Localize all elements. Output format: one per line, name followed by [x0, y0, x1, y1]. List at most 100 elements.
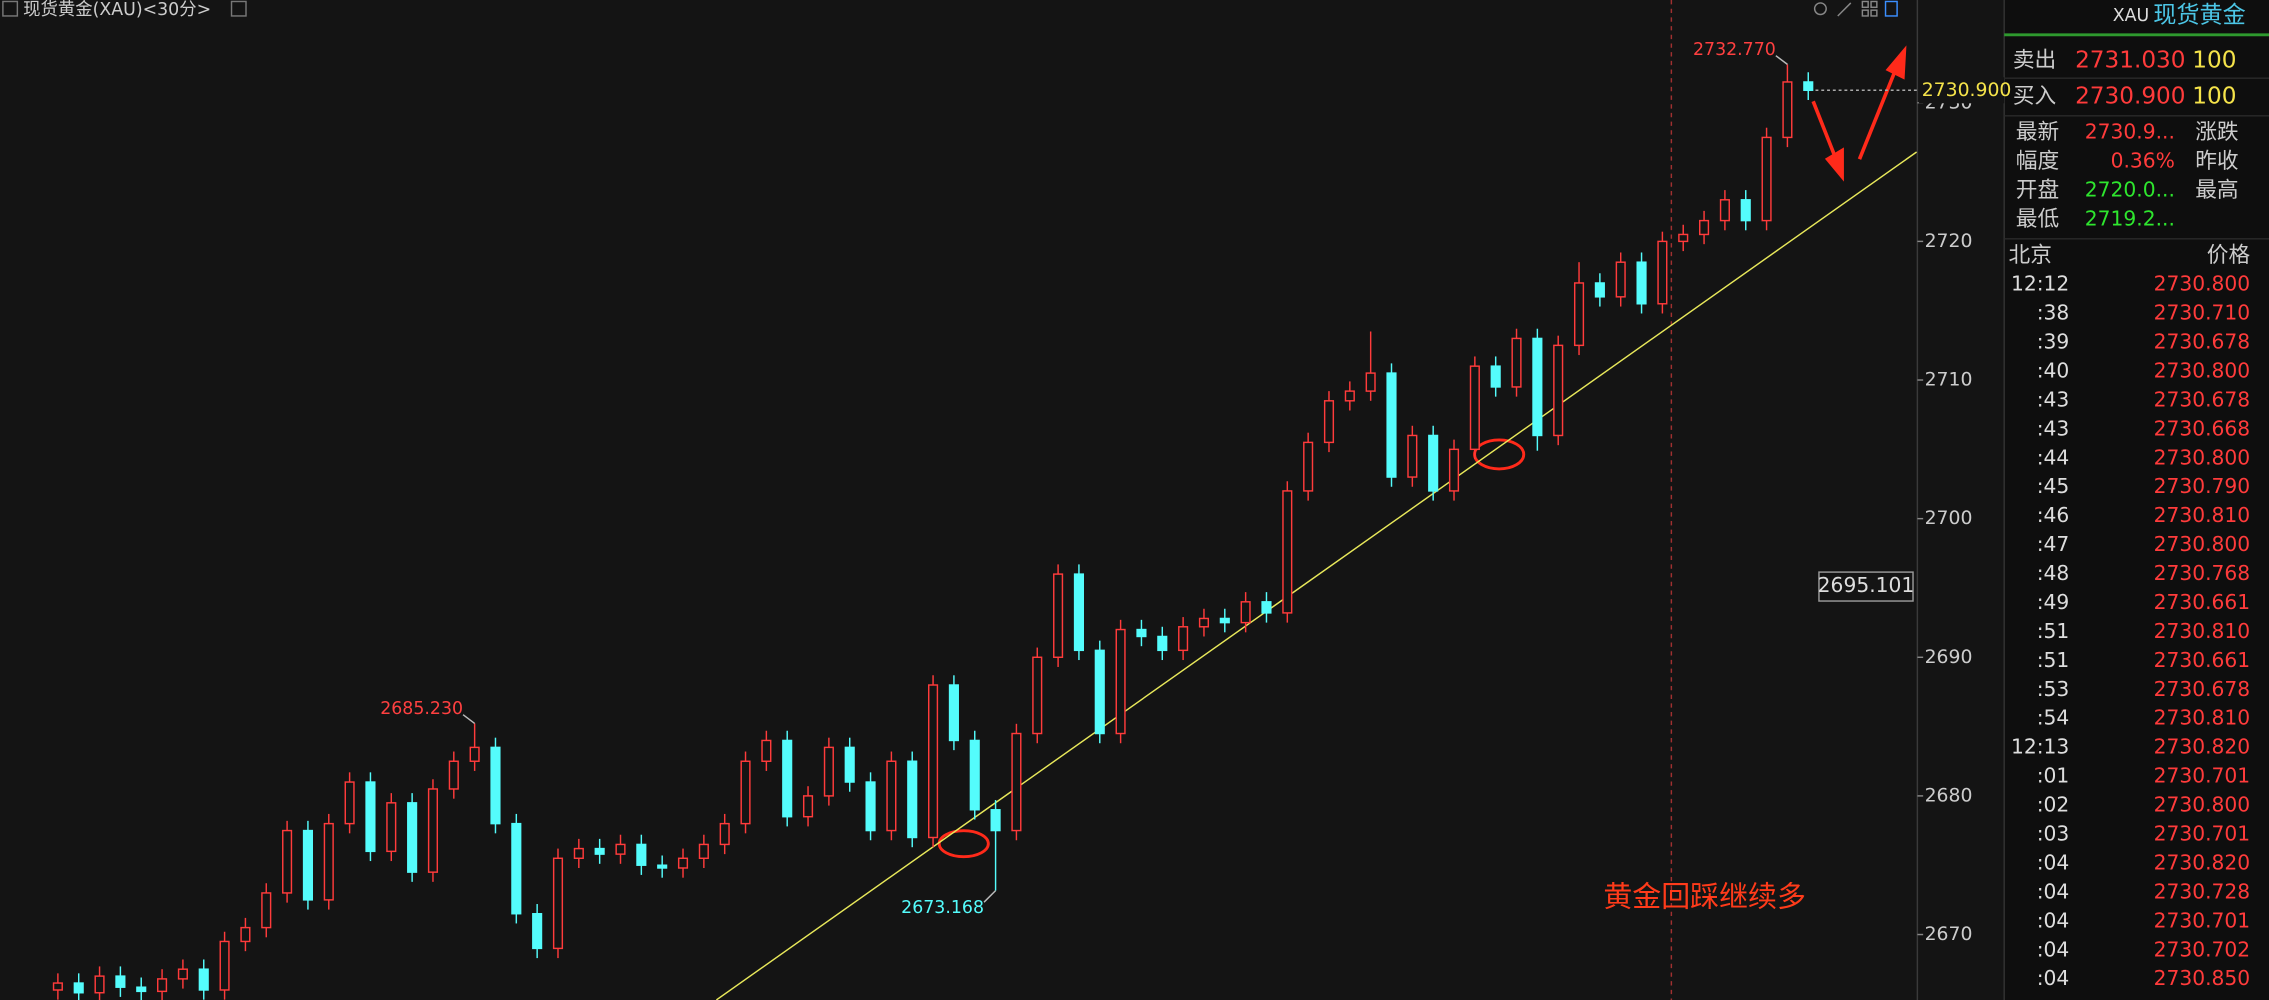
- tick-price: 2730.701: [2154, 821, 2251, 845]
- tick-time: :01: [2037, 764, 2070, 788]
- tick-time: :40: [2037, 358, 2070, 382]
- quote-label: 幅度: [2016, 149, 2059, 174]
- candle-body: [1219, 617, 1230, 624]
- tick-time: :54: [2037, 706, 2070, 730]
- candle-body: [1178, 626, 1189, 652]
- candle-body: [1261, 601, 1272, 614]
- candle-body: [1448, 448, 1460, 492]
- candle-body: [302, 829, 314, 901]
- candle-body: [1657, 240, 1668, 305]
- y-tick-label: 2670: [1925, 924, 1973, 945]
- candle-body: [615, 843, 626, 855]
- candle-body: [1032, 656, 1043, 735]
- candle-body: [969, 739, 980, 811]
- candle-body: [1198, 617, 1210, 628]
- candle-body: [1719, 199, 1730, 222]
- candle-body: [740, 760, 751, 825]
- candle-body: [677, 857, 689, 869]
- crosshair-label: 2695.101: [1818, 573, 1915, 597]
- candle-body: [1678, 233, 1689, 243]
- tick-time: :43: [2037, 416, 2070, 440]
- tick-time: 12:12: [2011, 272, 2069, 296]
- candle-body: [1365, 372, 1376, 392]
- tick-time: :51: [2037, 648, 2070, 672]
- candle-body: [407, 802, 418, 873]
- candle-body: [73, 982, 84, 994]
- y-tick-label: 2720: [1925, 231, 1973, 252]
- quote-label: 涨跌: [2195, 120, 2238, 145]
- tick-time: :47: [2037, 532, 2070, 556]
- annotation-pointer: [983, 890, 997, 903]
- annotation-label: 2673.168: [901, 898, 984, 918]
- candle-body: [469, 746, 480, 762]
- candle-body: [823, 746, 834, 797]
- candle-body: [657, 864, 668, 869]
- candle-body: [1344, 390, 1355, 402]
- candle-body: [386, 802, 397, 853]
- candle-body: [1053, 573, 1064, 658]
- tick-time: :39: [2037, 329, 2070, 353]
- chart-title: 现货黄金(XAU)<30分>: [23, 0, 211, 20]
- candle-body: [1094, 649, 1105, 735]
- annotation-pointer: [1775, 55, 1788, 65]
- tick-price: 2730.768: [2154, 561, 2251, 585]
- tick-price: 2730.800: [2154, 358, 2251, 382]
- tick-price: 2730.790: [2154, 474, 2251, 498]
- tick-time: :44: [2037, 445, 2070, 469]
- tick-price: 2730.678: [2154, 677, 2251, 701]
- candle-body: [1386, 372, 1397, 478]
- tick-time: :46: [2037, 503, 2070, 527]
- price-axis-bg: [1917, 0, 2005, 1000]
- candle-body: [1157, 635, 1168, 652]
- candle-body: [1073, 573, 1084, 652]
- candle-body: [844, 746, 855, 783]
- tick-time: :53: [2037, 677, 2070, 701]
- candle-body: [1428, 434, 1439, 492]
- candle-body: [1615, 261, 1626, 298]
- candle-body: [1511, 337, 1522, 388]
- y-tick-label: 2680: [1925, 785, 1973, 806]
- tick-time: :04: [2037, 966, 2070, 990]
- candle-body: [52, 982, 63, 991]
- sell-qty: 100: [2192, 47, 2236, 73]
- candle-body: [1532, 337, 1543, 437]
- buy-qty: 100: [2192, 83, 2236, 109]
- candle-body: [886, 760, 897, 832]
- quote-value: 2730.9...: [2085, 120, 2175, 144]
- candle-body: [1323, 400, 1335, 444]
- candle-body: [323, 822, 334, 901]
- candle-body: [240, 926, 251, 943]
- sell-label: 卖出: [2013, 48, 2056, 73]
- tick-price: 2730.661: [2154, 590, 2251, 614]
- tick-time: :04: [2037, 850, 2070, 874]
- candle-body: [636, 843, 647, 866]
- ticks-price-header: 价格: [2207, 243, 2251, 268]
- candle-body: [94, 975, 105, 994]
- candle-body: [928, 684, 939, 839]
- candle-body: [865, 781, 876, 832]
- candle-body: [282, 829, 293, 894]
- quote-label: 昨收: [2195, 149, 2238, 174]
- toolbar-icons[interactable]: [1813, 0, 1898, 17]
- sell-price: 2731.030: [2075, 47, 2185, 73]
- tick-price: 2730.850: [2154, 966, 2251, 990]
- quote-label: 开盘: [2016, 178, 2059, 203]
- trendline: [715, 151, 1918, 1000]
- tick-price: 2730.800: [2154, 272, 2251, 296]
- candle-body: [219, 940, 230, 991]
- tick-price: 2730.701: [2154, 908, 2251, 932]
- menu-icon[interactable]: [2, 0, 19, 17]
- tick-time: :04: [2037, 908, 2070, 932]
- candle-body: [427, 788, 439, 873]
- tick-price: 2730.810: [2154, 619, 2251, 643]
- tick-time: 12:13: [2011, 735, 2069, 759]
- quote-label: 最新: [2016, 120, 2059, 145]
- y-tick-label: 2690: [1925, 647, 1973, 668]
- candle-body: [365, 781, 376, 853]
- candle-body: [1407, 434, 1418, 478]
- dropdown-icon[interactable]: [230, 0, 247, 17]
- candle-body: [802, 795, 814, 818]
